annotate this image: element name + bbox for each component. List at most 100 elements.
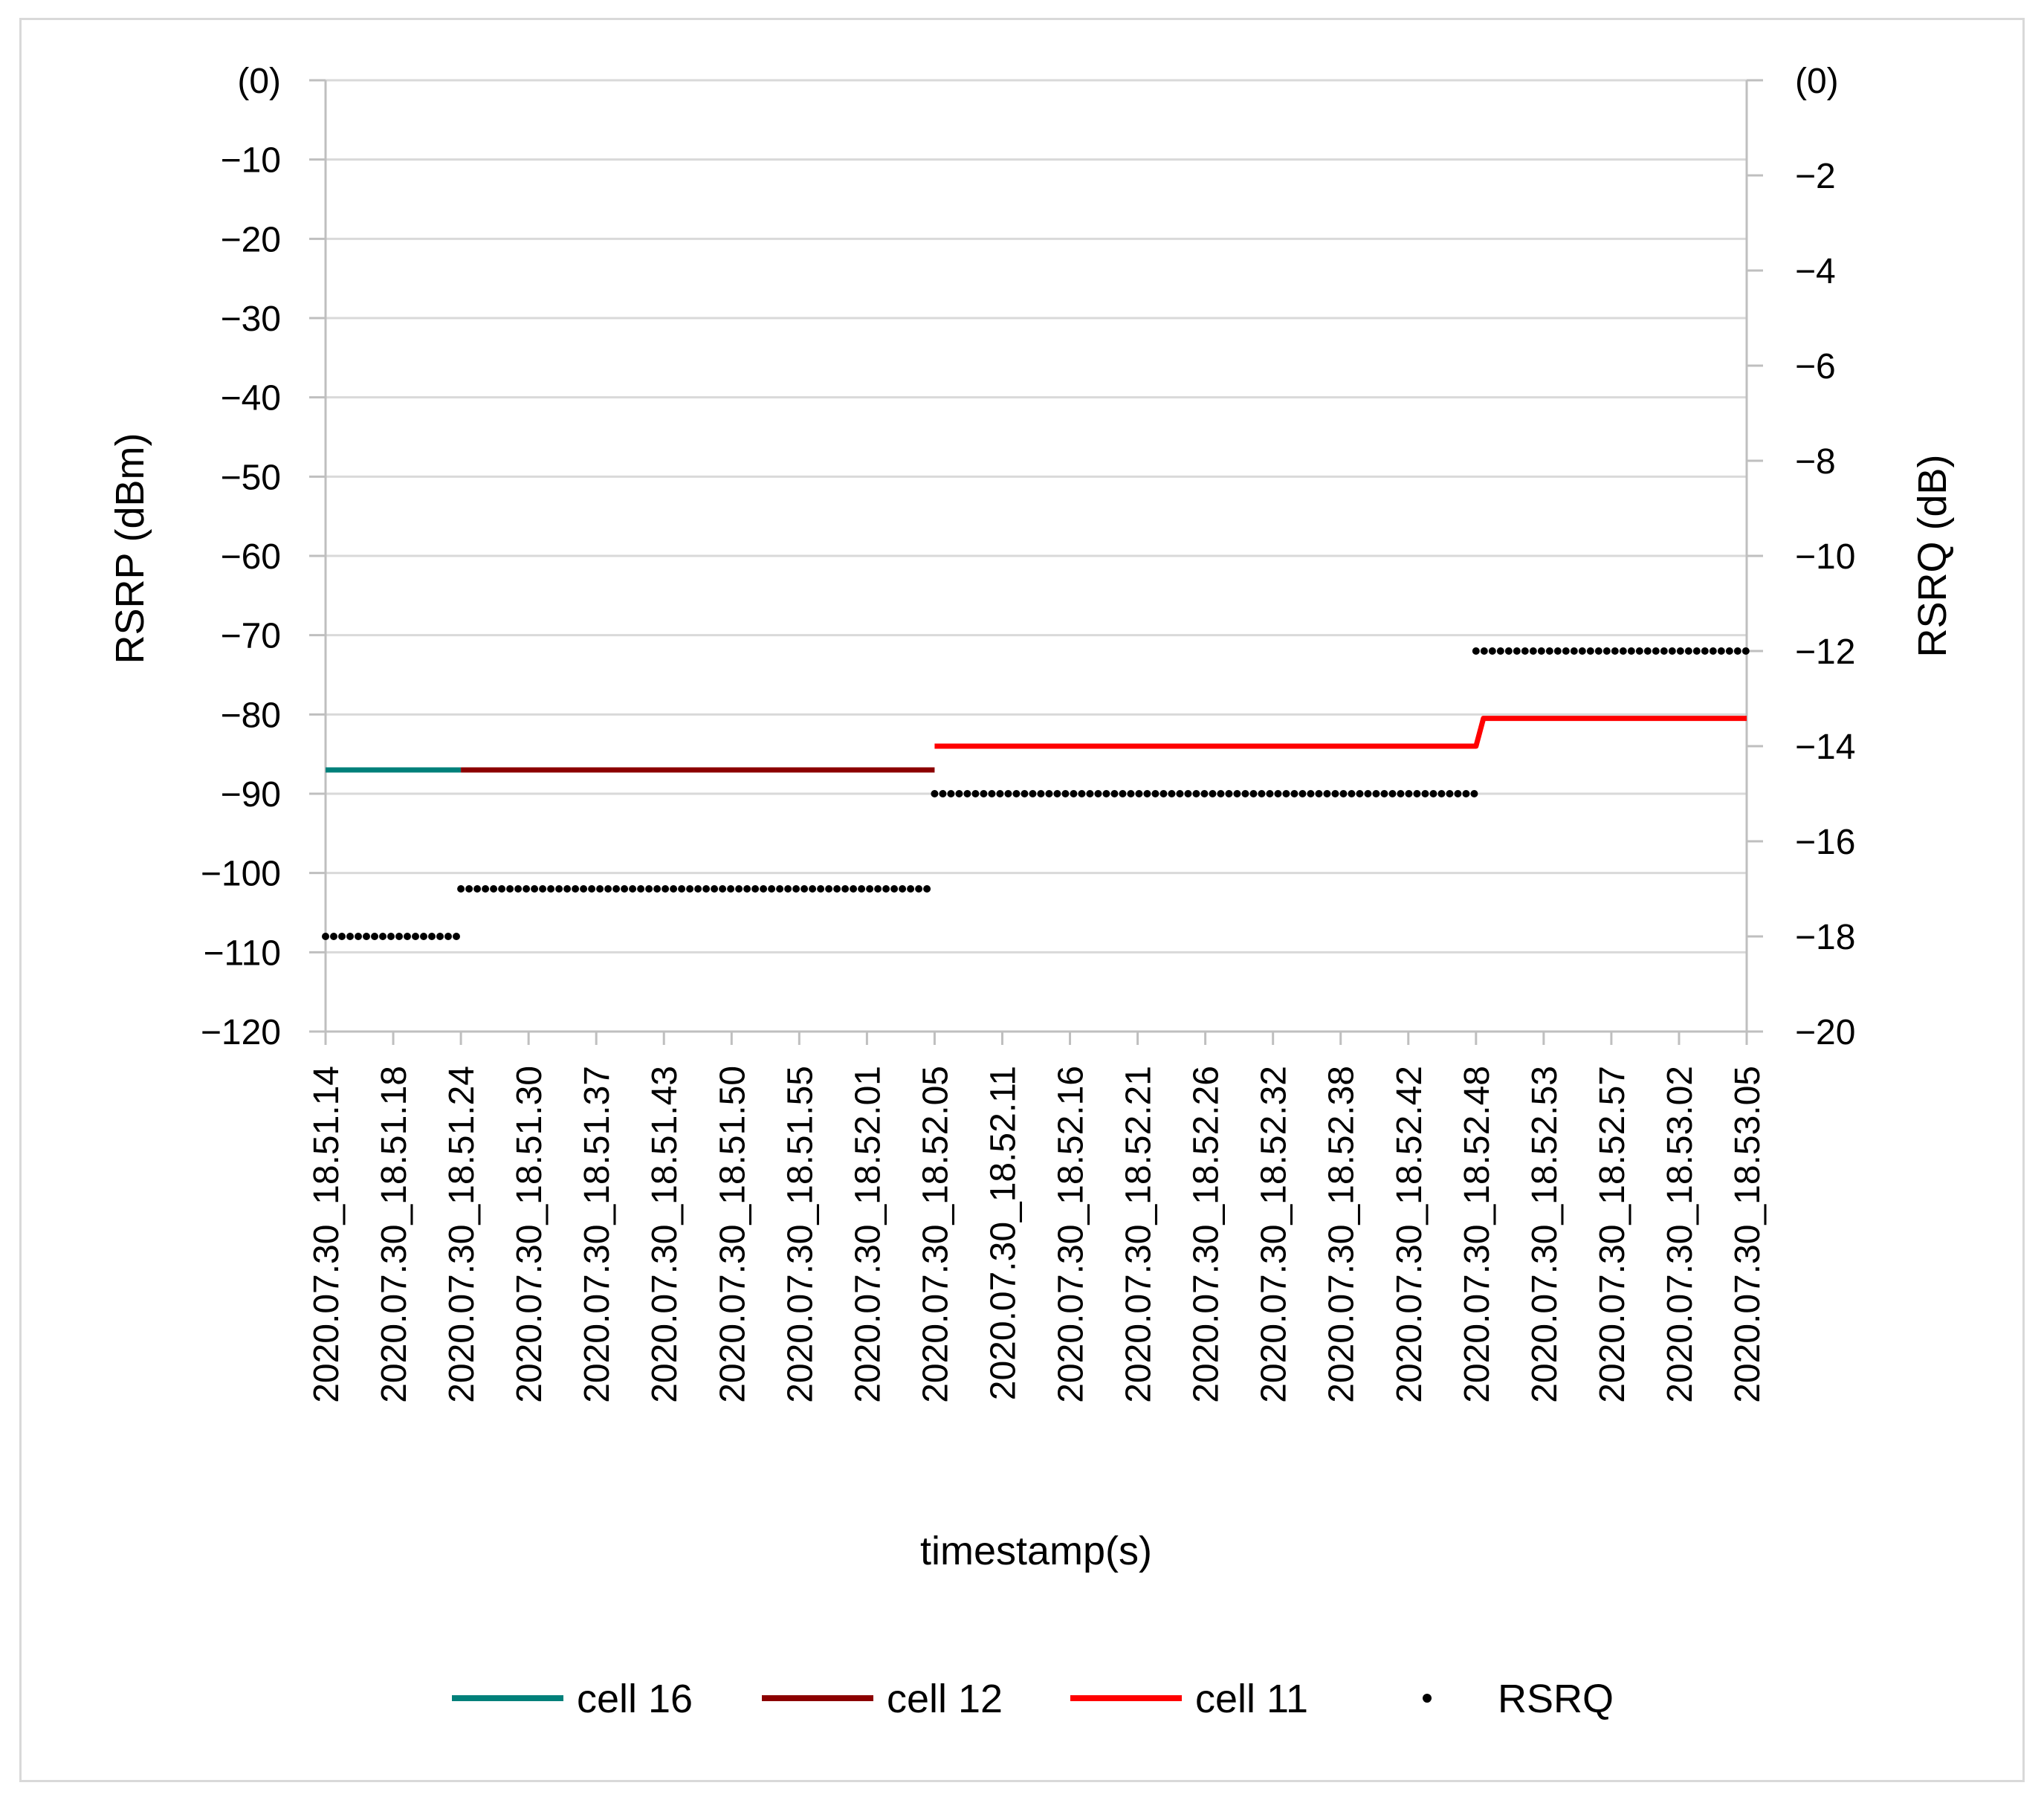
- rsrq-point: [457, 885, 465, 893]
- left-tick-label: (0): [237, 62, 281, 101]
- rsrq-point: [988, 790, 996, 797]
- gridlines: [326, 79, 1747, 1033]
- x-tick-label: 2020.07.30_18.52.16: [1052, 1066, 1091, 1403]
- x-tick-label: 2020.07.30_18.52.42: [1390, 1066, 1429, 1403]
- rsrq-point: [1635, 647, 1643, 655]
- rsrq-point: [1602, 647, 1611, 655]
- rsrq-point: [784, 885, 792, 893]
- left-tick-label: −10: [221, 141, 281, 181]
- rsrq-point: [874, 885, 882, 893]
- rsrq-point: [588, 885, 596, 893]
- rsrq-point: [1274, 790, 1282, 797]
- rsrq-point: [1586, 647, 1594, 655]
- x-tick-label: 2020.07.30_18.52.05: [916, 1066, 955, 1403]
- rsrq-point: [760, 885, 768, 893]
- rsrq-point: [858, 885, 866, 893]
- rsrq-point: [506, 885, 514, 893]
- rsrq-point: [547, 885, 555, 893]
- rsrq-point: [404, 933, 411, 940]
- rsrq-point: [980, 790, 988, 797]
- rsrq-point: [907, 885, 915, 893]
- rsrq-point: [1110, 790, 1119, 797]
- x-axis-title: timestamp(s): [920, 1529, 1152, 1573]
- rsrq-point: [1619, 647, 1627, 655]
- left-tick-label: −70: [221, 617, 281, 656]
- legend-label: RSRQ: [1498, 1677, 1614, 1721]
- plot-area: [322, 647, 1750, 940]
- rsrq-point: [1701, 647, 1709, 655]
- rsrq-point: [1266, 790, 1274, 797]
- left-axis-ticks: (0) −10 −20 −30 −40 −50 −60 −70 −80 −90 −100 −110 −1…: [201, 62, 326, 1052]
- rsrq-point: [1578, 647, 1586, 655]
- rsrq-point: [514, 885, 523, 893]
- rsrq-point: [1553, 647, 1562, 655]
- rsrq-point: [1562, 647, 1570, 655]
- legend-label: cell 16: [577, 1677, 693, 1721]
- x-tick-label: 2020.07.30_18.52.11: [983, 1066, 1023, 1400]
- rsrq-point: [1061, 790, 1070, 797]
- rsrq-point: [1446, 790, 1454, 797]
- rsrq-point: [1339, 790, 1348, 797]
- rsrq-point: [1380, 790, 1388, 797]
- left-tick-label: −30: [221, 300, 281, 339]
- rsrq-point: [841, 885, 850, 893]
- rsrq-point: [412, 933, 419, 940]
- rsrq-point: [931, 790, 939, 797]
- rsrq-point: [702, 885, 711, 893]
- right-tick-label: −16: [1795, 823, 1855, 862]
- rsrq-point: [596, 885, 604, 893]
- rsrq-point: [735, 885, 743, 893]
- rsrq-point: [637, 885, 645, 893]
- rsrq-point: [1652, 647, 1660, 655]
- rsrq-point: [1643, 647, 1652, 655]
- rsrq-point: [604, 885, 612, 893]
- legend-label: cell 11: [1195, 1677, 1308, 1721]
- rsrq-point: [1725, 647, 1733, 655]
- rsrq-point: [1209, 790, 1217, 797]
- right-axis-ticks: (0) −2 −4 −6 −8 −10 −12 −14 −16 −18 −20: [1747, 62, 1855, 1052]
- rsrq-point: [1611, 647, 1619, 655]
- rsrq-point: [776, 885, 784, 893]
- rsrq-point: [662, 885, 670, 893]
- rsrq-point: [1070, 790, 1078, 797]
- rsrq-point: [963, 790, 971, 797]
- rsrq-point: [1668, 647, 1676, 655]
- rsrq-point: [1594, 647, 1602, 655]
- left-tick-label: −100: [201, 855, 281, 894]
- rsrq-point: [1356, 790, 1364, 797]
- right-tick-label: −8: [1795, 442, 1836, 482]
- rsrq-point: [711, 885, 719, 893]
- rsrq-point: [1029, 790, 1037, 797]
- rsrq-point: [678, 885, 686, 893]
- right-tick-label: −18: [1795, 918, 1855, 957]
- rsrq-point: [1021, 790, 1029, 797]
- x-tick-label: 2020.07.30_18.51.18: [375, 1066, 414, 1403]
- x-tick-label: 2020.07.30_18.52.57: [1593, 1066, 1632, 1403]
- rsrq-point: [955, 790, 963, 797]
- left-tick-label: −40: [221, 379, 281, 418]
- rsrq-point: [915, 885, 923, 893]
- rsrq-point: [1372, 790, 1380, 797]
- legend-swatch-rsrq: [1423, 1694, 1432, 1703]
- rsrq-point: [923, 885, 931, 893]
- rsrq-point: [1127, 790, 1135, 797]
- rsrq-point: [719, 885, 727, 893]
- left-y-axis-title: RSRP (dBm): [108, 433, 152, 664]
- rsrq-point: [1290, 790, 1298, 797]
- rsrq-point: [473, 885, 482, 893]
- rsrq-point: [1094, 790, 1102, 797]
- rsrq-point: [1307, 790, 1315, 797]
- rsrq-point: [743, 885, 751, 893]
- rsrq-point: [1470, 790, 1478, 797]
- left-tick-label: −110: [203, 933, 281, 973]
- x-tick-label: 2020.07.30_18.51.30: [510, 1066, 549, 1403]
- rsrq-point: [1676, 647, 1684, 655]
- rsrq-point: [1102, 790, 1110, 797]
- rsrq-point: [387, 933, 395, 940]
- left-tick-label: −90: [221, 775, 281, 815]
- rsrq-point: [653, 885, 662, 893]
- rsrq-point: [322, 933, 329, 940]
- right-tick-label: −10: [1795, 537, 1855, 577]
- rsrq-point: [1135, 790, 1143, 797]
- rsrq-point: [1298, 790, 1307, 797]
